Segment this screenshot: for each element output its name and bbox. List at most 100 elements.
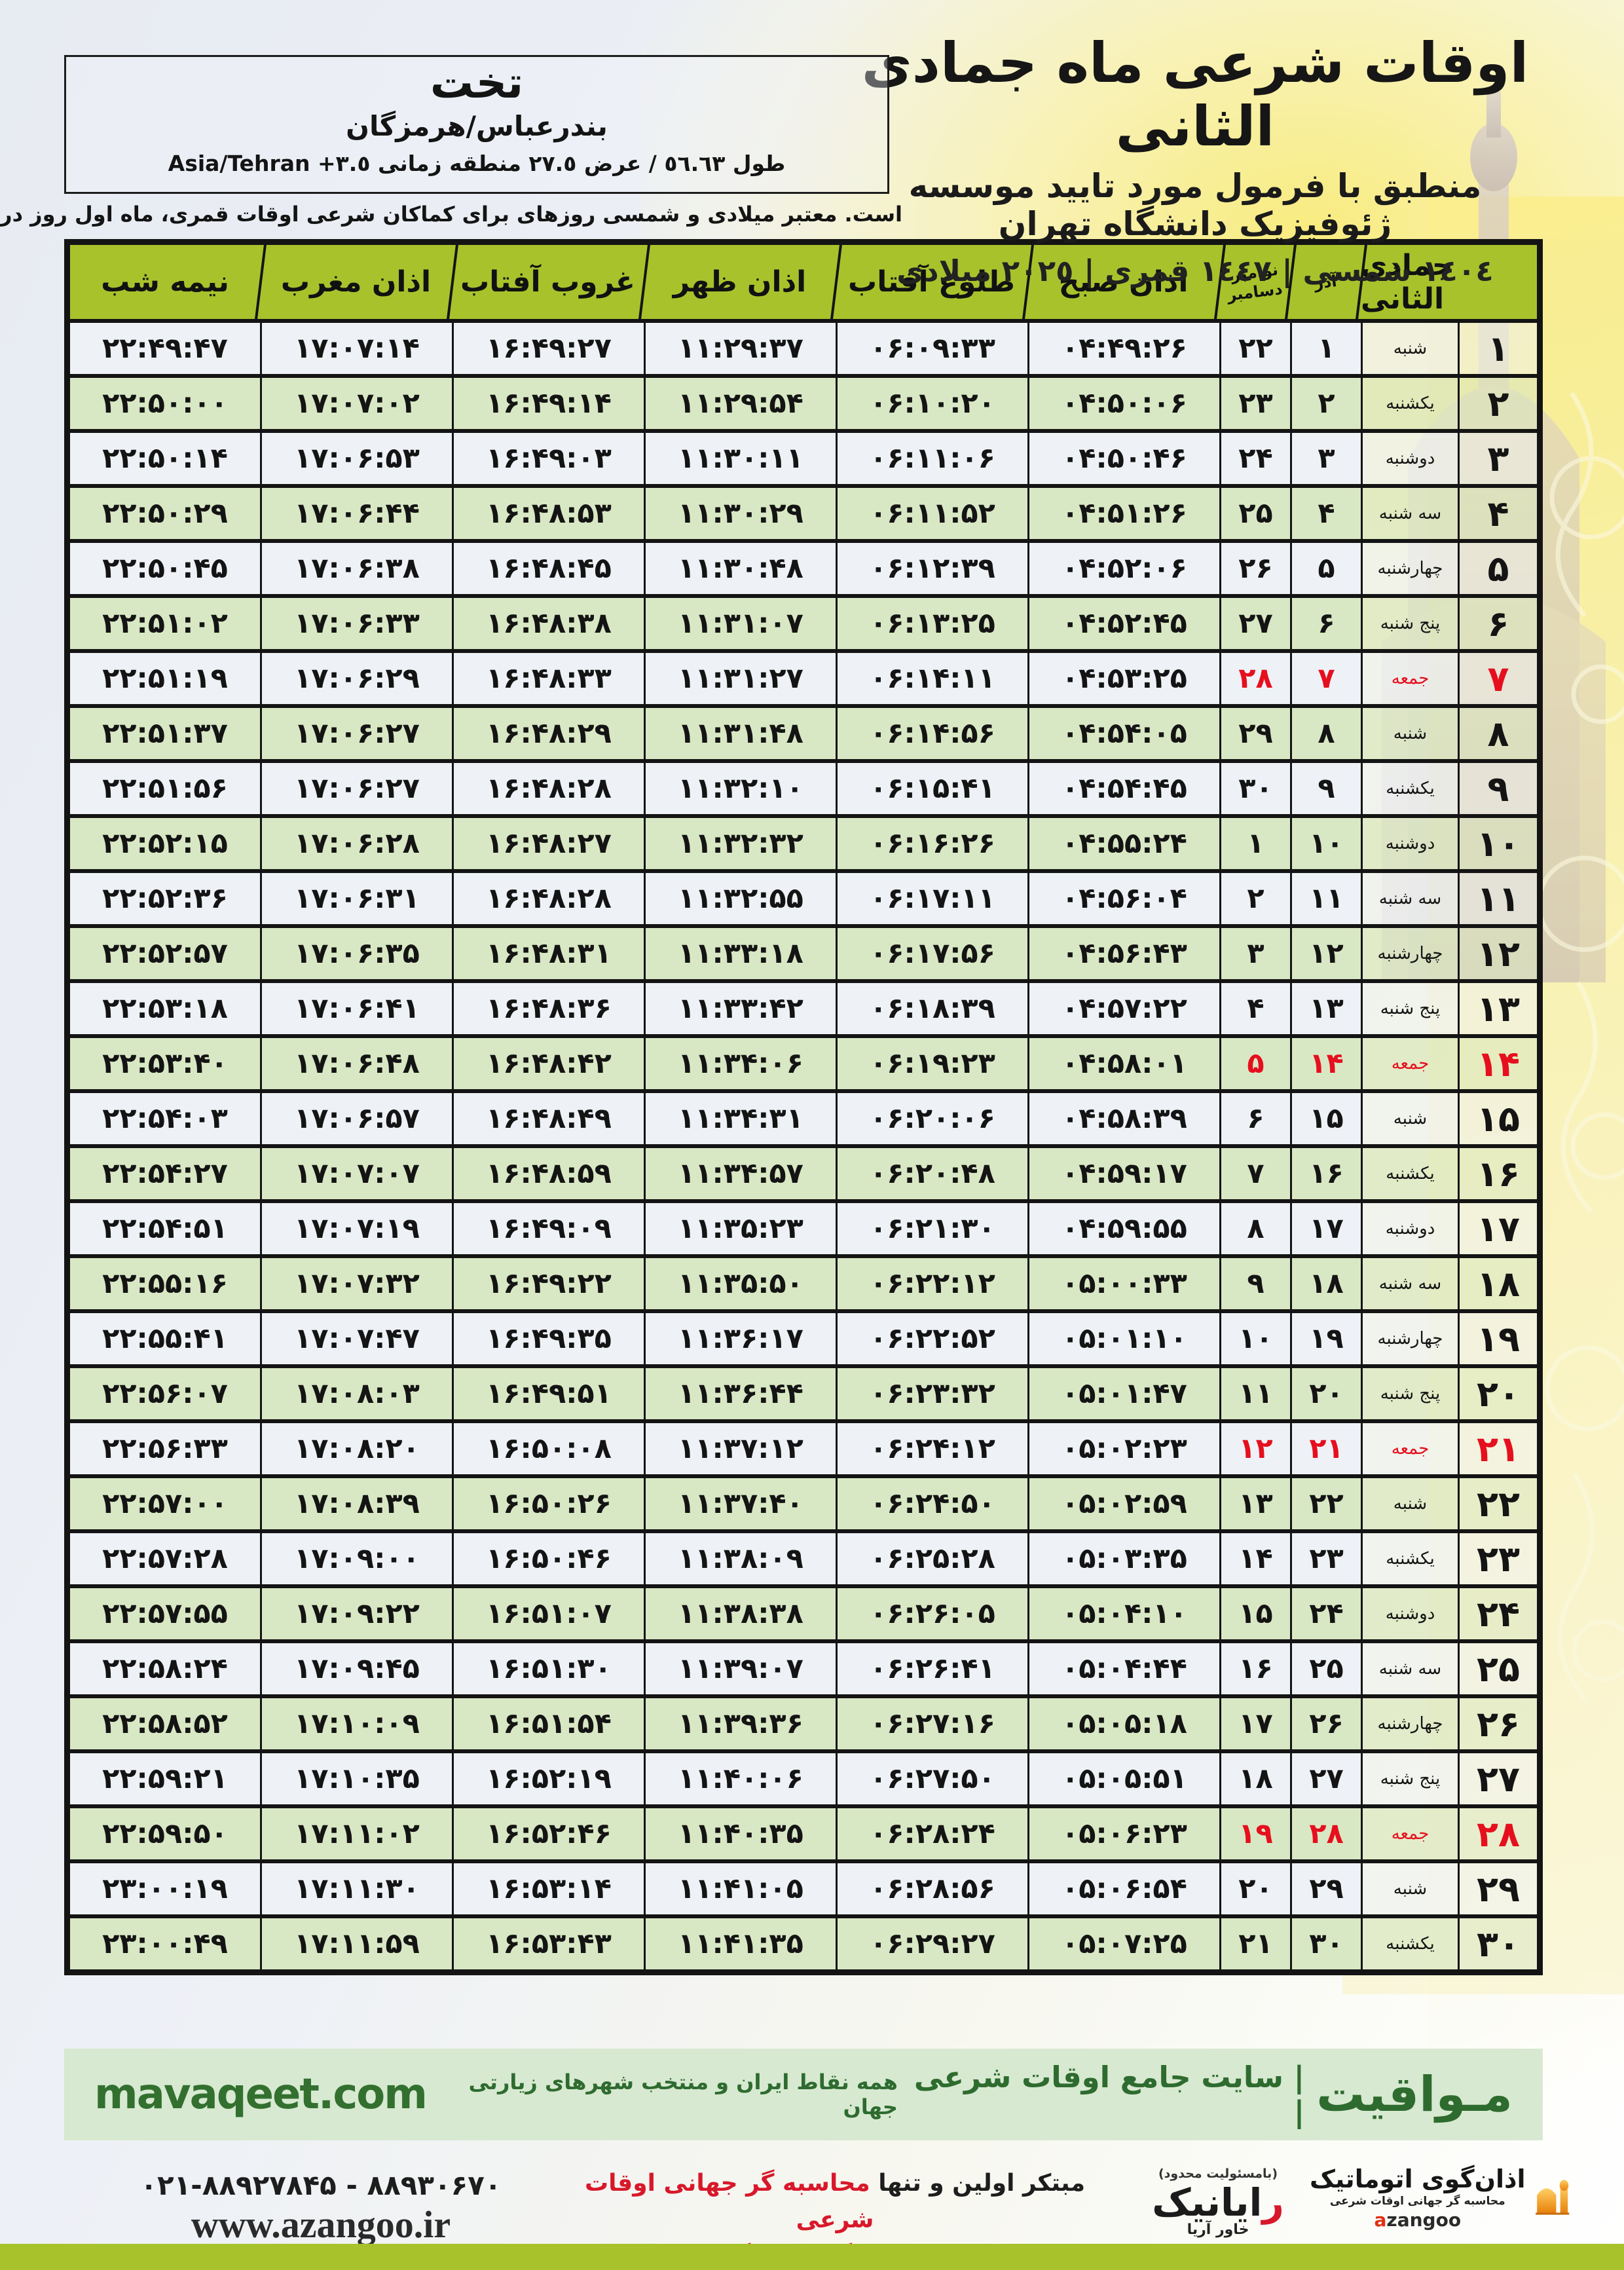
sunset-cell: ۱۶:۵۲:۱۹ <box>452 1753 644 1804</box>
dhuhr-cell: ۱۱:۳۴:۳۱ <box>644 1093 836 1144</box>
table-row: ۲۲:۵۷:۰۰ ۱۷:۰۸:۳۹ ۱۶:۵۰:۲۶ ۱۱:۳۷:۴۰ ۰۶:۲… <box>70 1478 1537 1533</box>
gregorian-day-cell: ۲۵ <box>1219 488 1290 539</box>
sunset-cell: ۱۶:۵۱:۳۰ <box>452 1643 644 1694</box>
jumada-day-cell: ۲۴ <box>1458 1588 1537 1639</box>
weekday-cell: شنبه <box>1361 1863 1458 1914</box>
maghrib-cell: ۱۷:۰۶:۵۳ <box>260 433 452 484</box>
sunset-cell: ۱۶:۴۸:۳۳ <box>452 653 644 704</box>
rayanik-name-rest: ایانیک <box>1152 2180 1263 2225</box>
fajr-cell: ۰۵:۰۱:۱۰ <box>1027 1313 1219 1364</box>
notice-text: است. معتبر میلادی و شمسی روزهای برای کما… <box>0 202 902 227</box>
jumada-day-cell: ۶ <box>1458 598 1537 649</box>
midnight-cell: ۲۲:۵۱:۳۷ <box>70 708 260 759</box>
jumada-day-cell: ۲۹ <box>1458 1863 1537 1914</box>
sunrise-cell: ۰۶:۲۵:۲۸ <box>836 1533 1027 1584</box>
header-fajr: اذان صبح <box>1027 245 1219 319</box>
fajr-cell: ۰۴:۵۸:۳۹ <box>1027 1093 1219 1144</box>
sunrise-cell: ۰۶:۲۷:۱۶ <box>836 1698 1027 1749</box>
azar-day-cell: ۹ <box>1290 763 1361 814</box>
table-row: ۲۲:۴۹:۴۷ ۱۷:۰۷:۱۴ ۱۶:۴۹:۲۷ ۱۱:۲۹:۳۷ ۰۶:۰… <box>70 323 1537 378</box>
jumada-day-cell: ۱۶ <box>1458 1148 1537 1199</box>
midnight-cell: ۲۲:۵۰:۲۹ <box>70 488 260 539</box>
azangoo-website: www.azangoo.ir <box>191 2203 451 2246</box>
header: اوقات شرعی ماه جمادی الثانی منطبق با فرم… <box>845 31 1545 289</box>
coordinates-text: طول ٥٦.٦٣ / عرض ٢٧.٥ منطقه زمانی <box>377 151 786 176</box>
rayanik-logo: (بامسئولیت محدود) رایانیک خاور آریا <box>1126 2167 1310 2238</box>
fajr-cell: ۰۴:۵۸:۰۱ <box>1027 1038 1219 1089</box>
dhuhr-cell: ۱۱:۳۶:۱۷ <box>644 1313 836 1364</box>
sunset-cell: ۱۶:۴۸:۲۷ <box>452 818 644 869</box>
gregorian-day-cell: ۵ <box>1219 1038 1290 1089</box>
mavaqeet-coverage: همه نقاط ایران و منتخب شهرهای زیارتی جها… <box>468 2070 898 2119</box>
dhuhr-cell: ۱۱:۴۰:۳۵ <box>644 1808 836 1859</box>
table-row: ۲۲:۵۳:۱۸ ۱۷:۰۶:۴۱ ۱۶:۴۸:۳۶ ۱۱:۳۳:۴۲ ۰۶:۱… <box>70 983 1537 1038</box>
weekday-cell: شنبه <box>1361 1093 1458 1144</box>
mavaqeet-brand: مـواقیت <box>1316 2066 1513 2123</box>
table-row: ۲۲:۵۳:۴۰ ۱۷:۰۶:۴۸ ۱۶:۴۸:۴۲ ۱۱:۳۴:۰۶ ۰۶:۱… <box>70 1038 1537 1093</box>
weekday-cell: جمعه <box>1361 1808 1458 1859</box>
maghrib-cell: ۱۷:۰۹:۴۵ <box>260 1643 452 1694</box>
gregorian-day-cell: ۳۰ <box>1219 763 1290 814</box>
fajr-cell: ۰۵:۰۳:۳۵ <box>1027 1533 1219 1584</box>
midnight-cell: ۲۲:۵۹:۵۰ <box>70 1808 260 1859</box>
header-jumada: جمادی الثانی <box>1361 245 1537 319</box>
midnight-cell: ۲۲:۵۸:۲۴ <box>70 1643 260 1694</box>
azangoo-latin-a: a <box>1374 2208 1387 2231</box>
sunset-cell: ۱۶:۴۹:۲۷ <box>452 323 644 374</box>
jumada-day-cell: ۲۵ <box>1458 1643 1537 1694</box>
maghrib-cell: ۱۷:۱۱:۰۲ <box>260 1808 452 1859</box>
weekday-cell: چهارشنبه <box>1361 928 1458 979</box>
maghrib-cell: ۱۷:۰۷:۳۲ <box>260 1258 452 1309</box>
azar-day-cell: ۳۰ <box>1290 1918 1361 1969</box>
sunrise-cell: ۰۶:۲۲:۵۲ <box>836 1313 1027 1364</box>
gregorian-day-cell: ۱۳ <box>1219 1478 1290 1529</box>
maghrib-cell: ۱۷:۰۶:۴۴ <box>260 488 452 539</box>
sunset-cell: ۱۶:۴۹:۵۱ <box>452 1368 644 1419</box>
jumada-day-cell: ۱۹ <box>1458 1313 1537 1364</box>
gregorian-day-cell: ۲ <box>1219 873 1290 924</box>
table-row: ۲۲:۵۹:۲۱ ۱۷:۱۰:۳۵ ۱۶:۵۲:۱۹ ۱۱:۴۰:۰۶ ۰۶:۲… <box>70 1753 1537 1808</box>
gregorian-day-cell: ۱۶ <box>1219 1643 1290 1694</box>
fajr-cell: ۰۴:۵۹:۱۷ <box>1027 1148 1219 1199</box>
dhuhr-cell: ۱۱:۳۳:۴۲ <box>644 983 836 1034</box>
midnight-cell: ۲۲:۵۱:۰۲ <box>70 598 260 649</box>
dhuhr-cell: ۱۱:۳۵:۲۳ <box>644 1203 836 1254</box>
midnight-cell: ۲۲:۵۷:۵۵ <box>70 1588 260 1639</box>
azar-day-cell: ۳ <box>1290 433 1361 484</box>
weekday-cell: دوشنبه <box>1361 1588 1458 1639</box>
azar-day-cell: ۱۵ <box>1290 1093 1361 1144</box>
jumada-day-cell: ۲ <box>1458 378 1537 429</box>
table-row: ۲۲:۵۲:۳۶ ۱۷:۰۶:۳۱ ۱۶:۴۸:۲۸ ۱۱:۳۲:۵۵ ۰۶:۱… <box>70 873 1537 928</box>
gregorian-day-cell: ۴ <box>1219 983 1290 1034</box>
midnight-cell: ۲۲:۵۷:۰۰ <box>70 1478 260 1529</box>
gregorian-day-cell: ۲۴ <box>1219 433 1290 484</box>
azar-day-cell: ۱۹ <box>1290 1313 1361 1364</box>
azangoo-logo: اذان‌گوی اتوماتیک محاسبه گر جهانی اوقات … <box>1310 2159 1572 2236</box>
table-row: ۲۲:۵۱:۰۲ ۱۷:۰۶:۳۳ ۱۶:۴۸:۳۸ ۱۱:۳۱:۰۷ ۰۶:۱… <box>70 598 1537 653</box>
sunset-cell: ۱۶:۴۸:۳۶ <box>452 983 644 1034</box>
sunset-cell: ۱۶:۴۸:۴۲ <box>452 1038 644 1089</box>
azar-day-cell: ۲۷ <box>1290 1753 1361 1804</box>
dhuhr-cell: ۱۱:۳۵:۵۰ <box>644 1258 836 1309</box>
weekday-cell: شنبه <box>1361 1478 1458 1529</box>
gregorian-day-cell: ۲۳ <box>1219 378 1290 429</box>
weekday-cell: جمعه <box>1361 1038 1458 1089</box>
fajr-cell: ۰۵:۰۵:۱۸ <box>1027 1698 1219 1749</box>
table-row: ۲۲:۵۷:۲۸ ۱۷:۰۹:۰۰ ۱۶:۵۰:۴۶ ۱۱:۳۸:۰۹ ۰۶:۲… <box>70 1533 1537 1588</box>
fajr-cell: ۰۴:۵۷:۲۲ <box>1027 983 1219 1034</box>
azar-day-cell: ۲۳ <box>1290 1533 1361 1584</box>
weekday-cell: سه شنبه <box>1361 1258 1458 1309</box>
dhuhr-cell: ۱۱:۳۱:۰۷ <box>644 598 836 649</box>
gregorian-day-cell: ۱۰ <box>1219 1313 1290 1364</box>
sunrise-cell: ۰۶:۱۱:۵۲ <box>836 488 1027 539</box>
table-row: ۲۲:۵۴:۵۱ ۱۷:۰۷:۱۹ ۱۶:۴۹:۰۹ ۱۱:۳۵:۲۳ ۰۶:۲… <box>70 1203 1537 1258</box>
rayanik-name: رایانیک <box>1126 2181 1310 2224</box>
azar-day-cell: ۲۴ <box>1290 1588 1361 1639</box>
midnight-cell: ۲۳:۰۰:۴۹ <box>70 1918 260 1969</box>
sunrise-cell: ۰۶:۲۱:۳۰ <box>836 1203 1027 1254</box>
fajr-cell: ۰۵:۰۲:۲۳ <box>1027 1423 1219 1474</box>
maghrib-cell: ۱۷:۱۱:۵۹ <box>260 1918 452 1969</box>
fajr-cell: ۰۵:۰۷:۲۵ <box>1027 1918 1219 1969</box>
sunrise-cell: ۰۶:۱۳:۲۵ <box>836 598 1027 649</box>
table-row: ۲۲:۵۰:۴۵ ۱۷:۰۶:۳۸ ۱۶:۴۸:۴۵ ۱۱:۳۰:۴۸ ۰۶:۱… <box>70 543 1537 598</box>
